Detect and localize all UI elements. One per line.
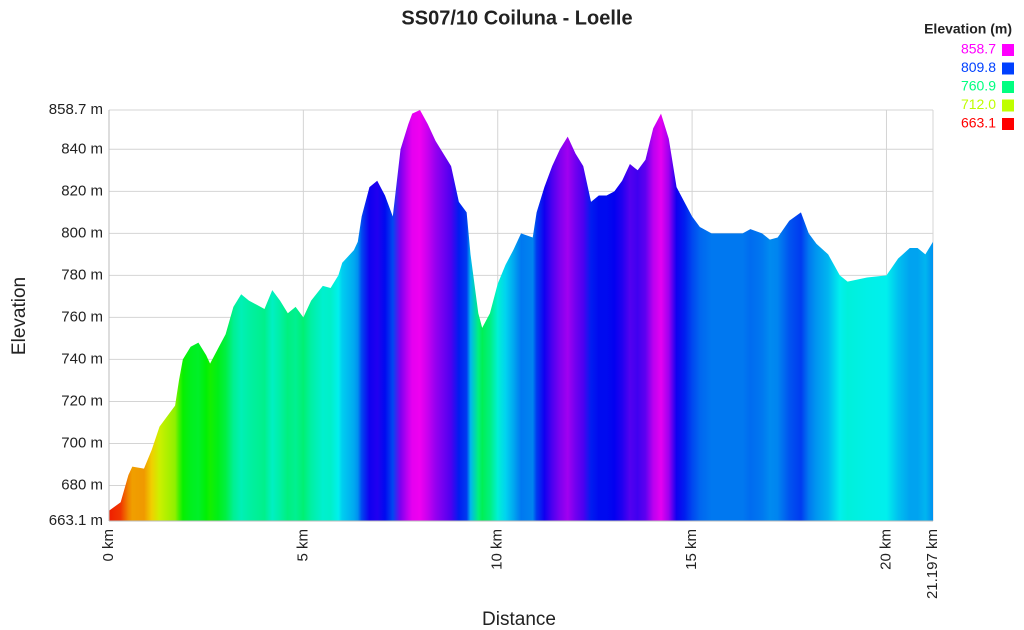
y-tick-label: 858.7 m (49, 101, 103, 118)
y-tick-label: 820 m (61, 182, 103, 199)
y-tick-label: 663.1 m (49, 512, 103, 529)
legend-swatch (1002, 81, 1014, 93)
y-tick-label: 800 m (61, 224, 103, 241)
x-axis-label: Distance (482, 609, 556, 630)
elevation-area (109, 110, 933, 521)
legend-title: Elevation (m) (924, 21, 1012, 37)
legend-label: 712.0 (961, 96, 996, 112)
legend-label: 809.8 (961, 59, 996, 75)
x-tick-label: 5 km (294, 529, 311, 562)
y-tick-label: 780 m (61, 266, 103, 283)
y-tick-label: 740 m (61, 350, 103, 367)
x-tick-label: 21.197 km (924, 529, 941, 599)
x-tick-label: 20 km (877, 529, 894, 570)
legend-swatch (1002, 62, 1014, 75)
legend-label: 663.1 (961, 115, 996, 131)
legend-label: 858.7 (961, 41, 996, 57)
y-tick-label: 700 m (61, 434, 103, 451)
y-tick-label: 840 m (61, 140, 103, 157)
legend-swatch (1002, 44, 1014, 56)
y-axis-label: Elevation (9, 277, 30, 355)
x-tick-label: 10 km (489, 529, 506, 570)
x-tick-label: 0 km (100, 529, 117, 562)
legend-swatch (1002, 118, 1014, 130)
chart-title: SS07/10 Coiluna - Loelle (401, 7, 632, 29)
x-tick-label: 15 km (683, 529, 700, 570)
legend-label: 760.9 (961, 78, 996, 94)
legend-swatch (1002, 99, 1014, 112)
y-tick-label: 720 m (61, 392, 103, 409)
y-tick-label: 680 m (61, 476, 103, 493)
y-tick-label: 760 m (61, 308, 103, 325)
